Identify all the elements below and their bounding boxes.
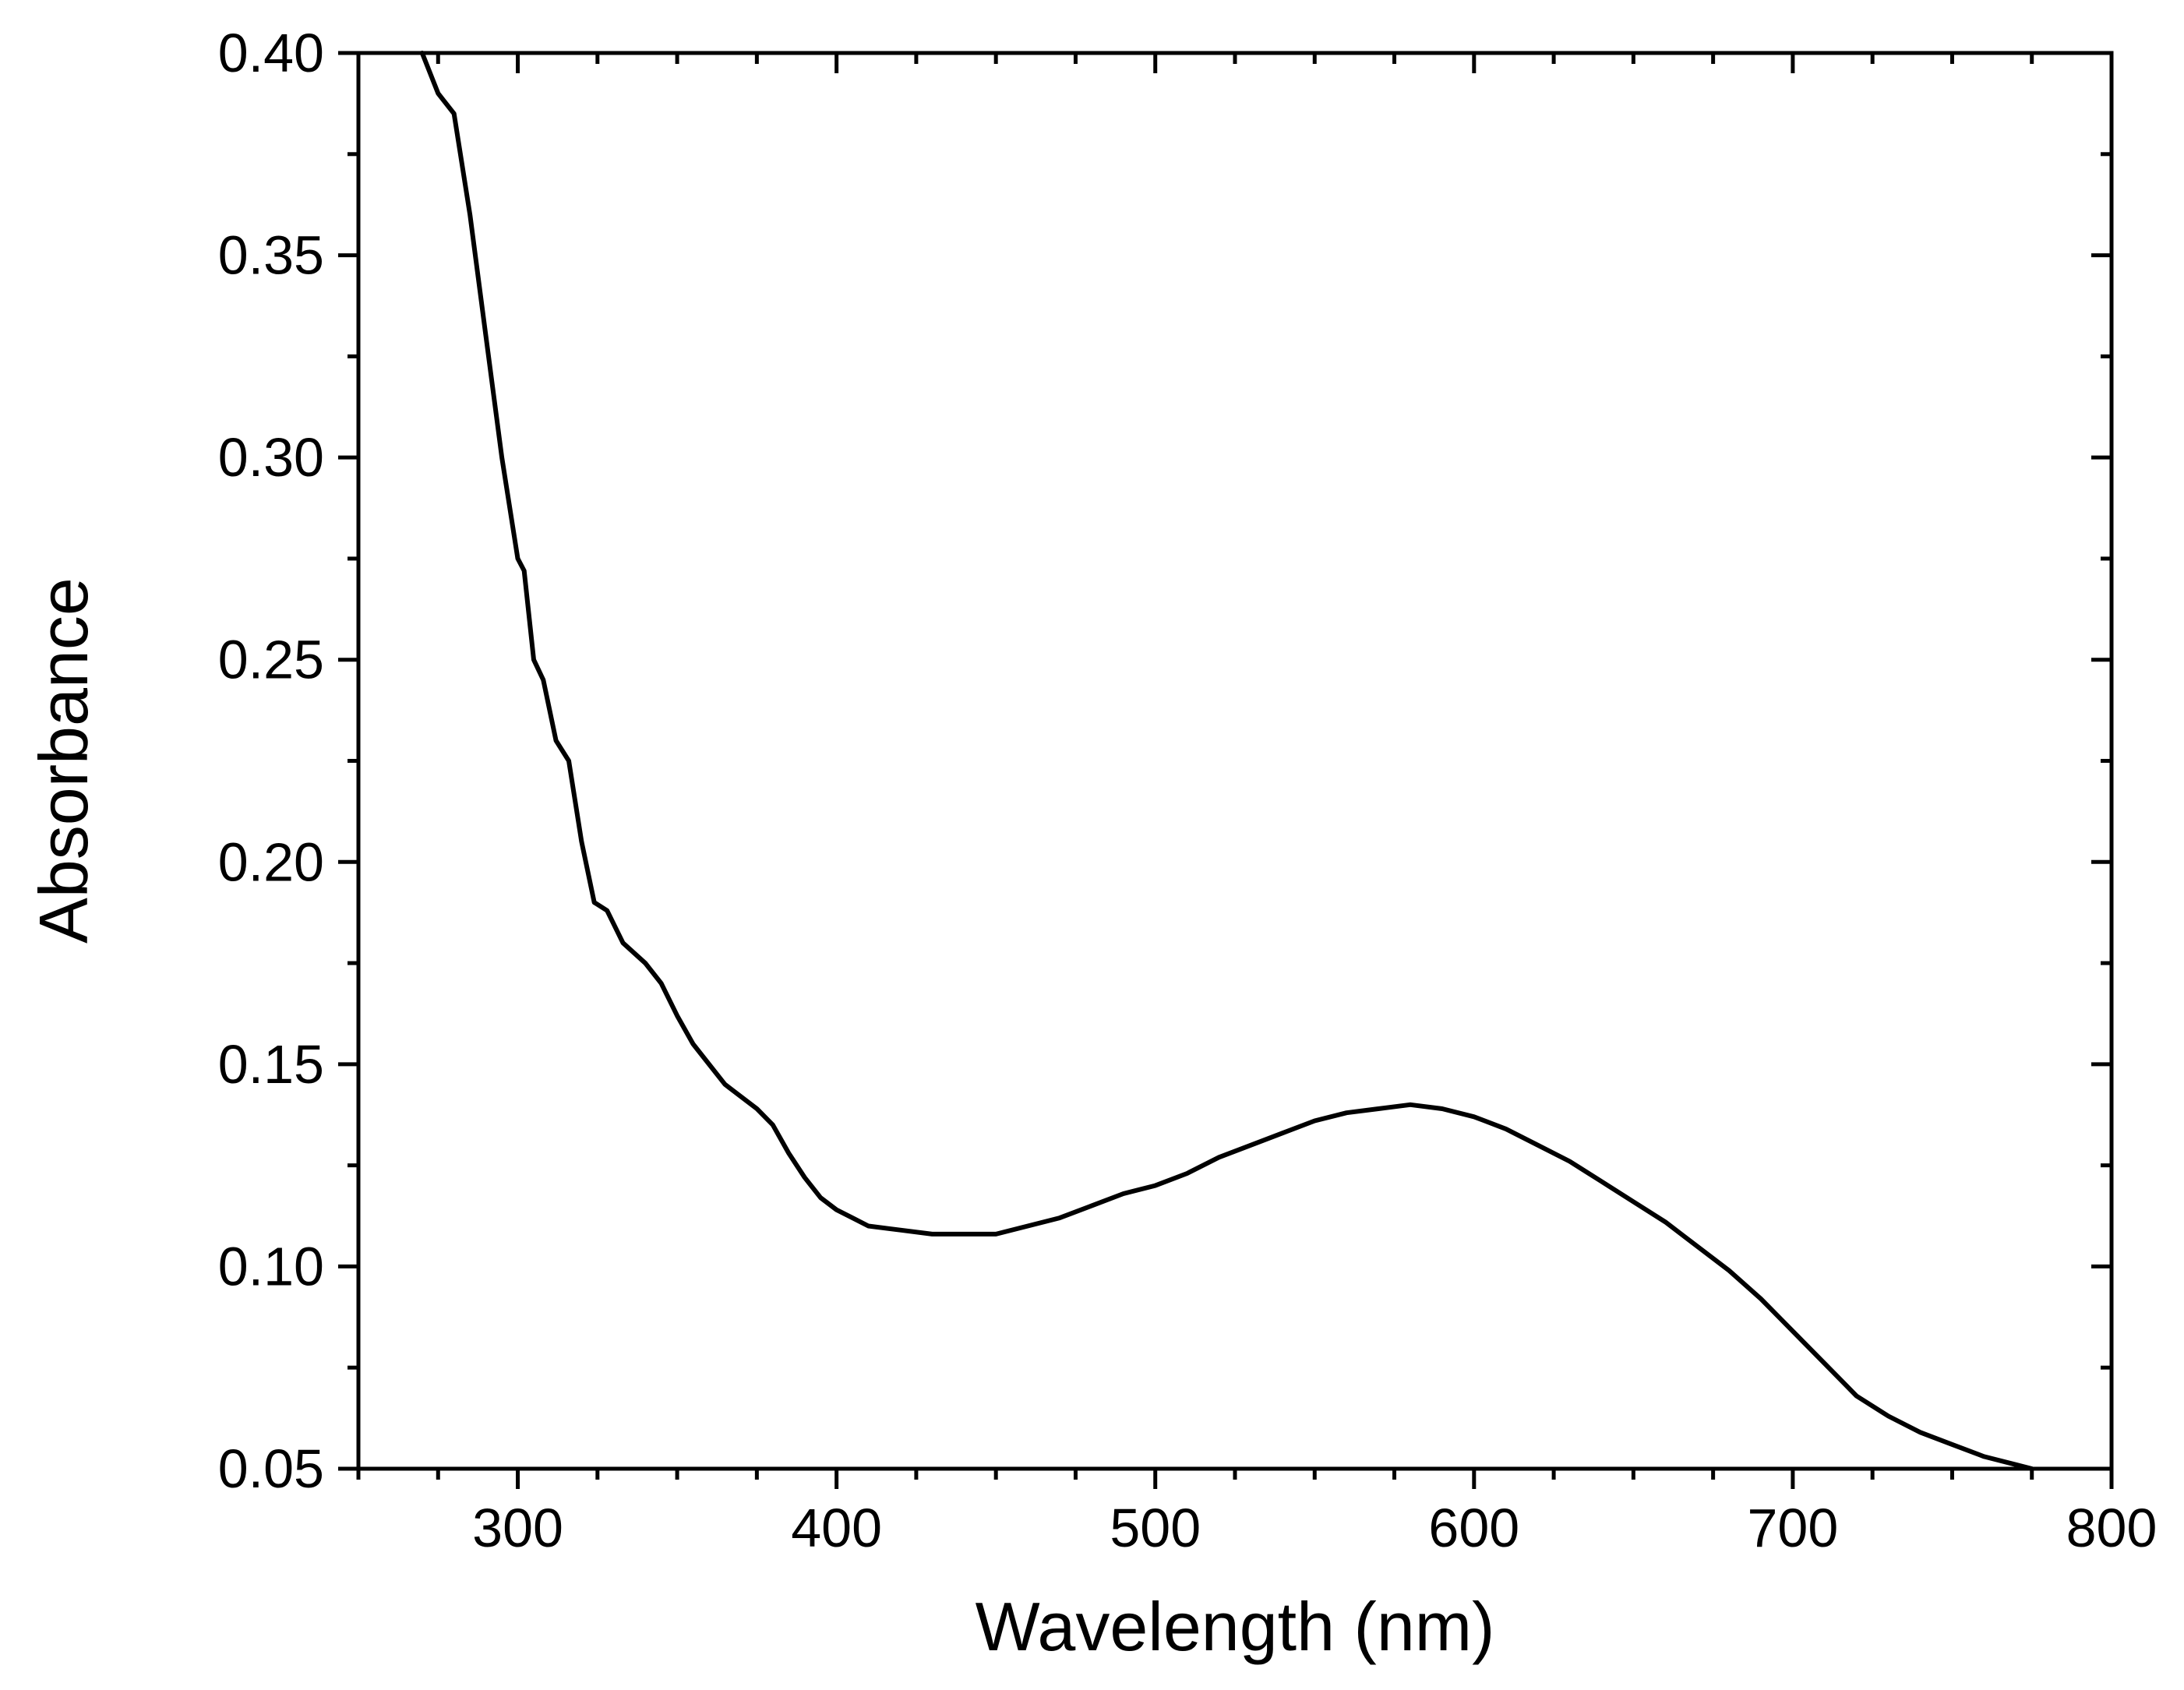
x-tick-label: 800 bbox=[2066, 1498, 2158, 1558]
minor-ticks bbox=[348, 53, 2112, 1480]
y-tick-label: 0.25 bbox=[218, 630, 324, 690]
x-tick-label: 400 bbox=[791, 1498, 882, 1558]
plot-frame bbox=[356, 51, 2114, 1471]
series-line bbox=[419, 51, 2034, 1471]
y-tick-label: 0.05 bbox=[218, 1438, 324, 1499]
x-axis-title: Wavelength (nm) bbox=[976, 1588, 1495, 1665]
y-tick-label: 0.15 bbox=[218, 1034, 324, 1095]
major-ticks bbox=[338, 51, 2114, 1489]
y-tick-label: 0.20 bbox=[218, 831, 324, 892]
series-layer bbox=[419, 51, 2034, 1471]
y-axis-title: Absorbance bbox=[25, 577, 102, 944]
y-tick-label: 0.10 bbox=[218, 1236, 324, 1297]
y-tick-label: 0.30 bbox=[218, 427, 324, 488]
x-tick-label: 700 bbox=[1748, 1498, 1839, 1558]
x-tick-label: 600 bbox=[1428, 1498, 1519, 1558]
y-tick-label: 0.35 bbox=[218, 225, 324, 286]
y-tick-label: 0.40 bbox=[218, 23, 324, 83]
x-tick-label: 300 bbox=[472, 1498, 563, 1558]
x-tick-label: 500 bbox=[1110, 1498, 1201, 1558]
tick-labels: 300 400 500 600 700 800 0.05 0.10 0.15 0.20 0.25 0.… bbox=[218, 23, 2158, 1558]
